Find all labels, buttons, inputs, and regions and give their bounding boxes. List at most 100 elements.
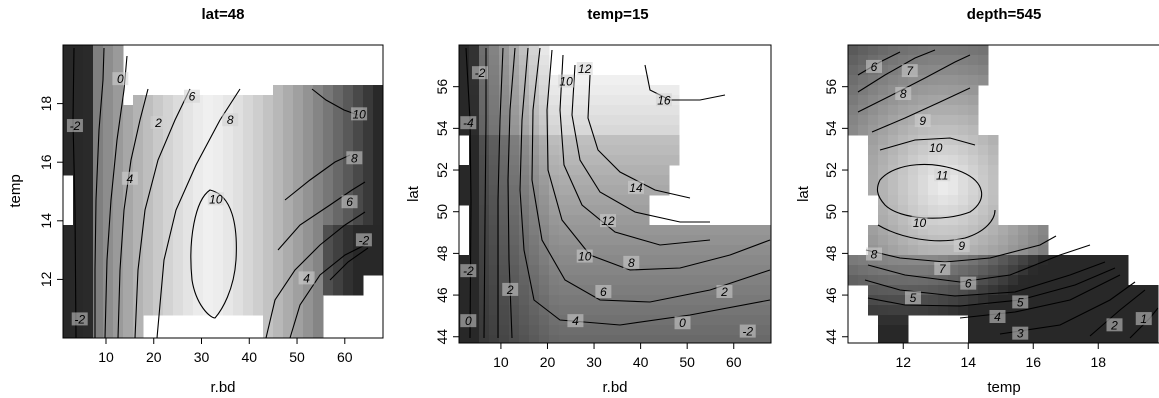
- heatmap-cell: [559, 85, 570, 96]
- heatmap-cell: [133, 285, 144, 296]
- contour-label-bg: [576, 62, 593, 76]
- heatmap-cell: [303, 115, 314, 126]
- heatmap-cell: [878, 205, 889, 216]
- heatmap-cell: [908, 55, 919, 66]
- heatmap-cell: [509, 105, 520, 116]
- heatmap-cell: [918, 95, 929, 106]
- contour-label: 10: [352, 107, 366, 121]
- heatmap-cell: [163, 195, 174, 206]
- heatmap-cell: [739, 235, 750, 246]
- y-axis-label: lat: [795, 185, 812, 202]
- heatmap-cell: [759, 275, 770, 286]
- heatmap-cell: [539, 75, 550, 86]
- heatmap-cell: [333, 145, 344, 156]
- heatmap-cell: [1038, 225, 1049, 236]
- heatmap-cell: [489, 295, 500, 306]
- heatmap-cell: [313, 215, 324, 226]
- heatmap-cell: [609, 275, 620, 286]
- heatmap-cell: [729, 335, 740, 344]
- heatmap-cell: [73, 325, 84, 336]
- heatmap-cell: [373, 195, 384, 206]
- contour-label-bg: [739, 324, 756, 338]
- heatmap-cell: [479, 145, 490, 156]
- heatmap-cell: [253, 205, 264, 216]
- heatmap-cell: [948, 215, 959, 226]
- heatmap-cell: [83, 115, 94, 126]
- heatmap-cell: [948, 75, 959, 86]
- heatmap-cell: [469, 325, 480, 336]
- heatmap-cell: [313, 245, 324, 256]
- heatmap-cell: [739, 285, 750, 296]
- heatmap-cell: [629, 215, 640, 226]
- heatmap-cell: [363, 95, 374, 106]
- heatmap-cell: [589, 115, 600, 126]
- heatmap-cell: [363, 195, 374, 206]
- heatmap-cell: [143, 125, 154, 136]
- heatmap-cell: [519, 105, 530, 116]
- heatmap-cell: [1078, 335, 1089, 344]
- heatmap-cell: [928, 85, 939, 96]
- heatmap-cell: [579, 115, 590, 126]
- heatmap-cell: [93, 185, 104, 196]
- heatmap-cell: [459, 305, 470, 316]
- heatmap-cell: [193, 205, 204, 216]
- heatmap-cell: [938, 185, 949, 196]
- y-tick-label: 48: [823, 245, 839, 261]
- heatmap-cell: [103, 245, 114, 256]
- heatmap-cell: [373, 135, 384, 146]
- heatmap-cell: [948, 55, 959, 66]
- heatmap-cell: [848, 85, 859, 96]
- contour-label-bg: [911, 216, 928, 230]
- x-tick-label: 30: [586, 354, 602, 370]
- contour-label-bg: [346, 151, 363, 165]
- heatmap-cell: [908, 125, 919, 136]
- heatmap-cell: [639, 255, 650, 266]
- heatmap-cell: [73, 255, 84, 266]
- contour-label-bg: [207, 192, 224, 206]
- heatmap-cell: [609, 265, 620, 276]
- heatmap-cell: [908, 205, 919, 216]
- heatmap-cell: [223, 95, 234, 106]
- heatmap-cell: [599, 335, 610, 344]
- heatmap-cell: [1138, 305, 1149, 316]
- heatmap-cell: [243, 235, 254, 246]
- heatmap-cell: [333, 185, 344, 196]
- heatmap-cell: [559, 95, 570, 106]
- heatmap-cell: [978, 315, 989, 326]
- heatmap-cell: [1058, 305, 1069, 316]
- heatmap-cell: [589, 85, 600, 96]
- heatmap-cell: [479, 85, 490, 96]
- heatmap-cell: [509, 125, 520, 136]
- heatmap-cell: [243, 285, 254, 296]
- contour-label: 8: [351, 151, 358, 165]
- heatmap-cell: [93, 95, 104, 106]
- heatmap-cell: [373, 215, 384, 226]
- heatmap-cell: [203, 235, 214, 246]
- heatmap-cell: [898, 185, 909, 196]
- heatmap-cell: [579, 285, 590, 296]
- heatmap-cell: [323, 125, 334, 136]
- heatmap-cell: [609, 145, 620, 156]
- heatmap-cell: [509, 85, 520, 96]
- contour-label: 10: [929, 141, 943, 155]
- heatmap-cell: [549, 75, 560, 86]
- heatmap-cell: [739, 265, 750, 276]
- heatmap-cell: [63, 285, 74, 296]
- heatmap-cell: [1088, 255, 1099, 266]
- heatmap-cell: [609, 165, 620, 176]
- heatmap-cell: [143, 285, 154, 296]
- heatmap-cell: [898, 295, 909, 306]
- heatmap-cell: [978, 265, 989, 276]
- heatmap-cell: [153, 125, 164, 136]
- heatmap-cell: [243, 265, 254, 276]
- heatmap-cell: [689, 305, 700, 316]
- heatmap-cell: [978, 65, 989, 76]
- heatmap-cell: [898, 315, 909, 326]
- heatmap-cell: [283, 125, 294, 136]
- heatmap-cell: [153, 225, 164, 236]
- heatmap-cell: [293, 215, 304, 226]
- heatmap-cell: [163, 225, 174, 236]
- heatmap-cell: [559, 295, 570, 306]
- heatmap-cell: [1088, 305, 1099, 316]
- heatmap-cell: [948, 225, 959, 236]
